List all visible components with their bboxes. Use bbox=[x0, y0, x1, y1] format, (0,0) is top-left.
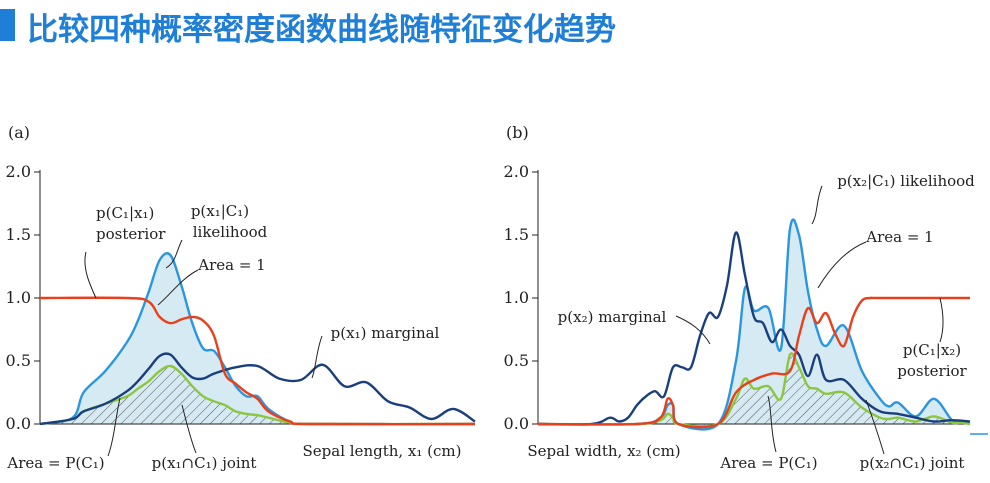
marginal-curve bbox=[39, 352, 476, 426]
y-tick-label: 2.0 bbox=[504, 162, 529, 181]
posterior-curve bbox=[537, 296, 970, 429]
posterior-label-sub: posterior bbox=[96, 225, 166, 243]
y-tick-label: 0.0 bbox=[504, 414, 529, 433]
likelihood-label-sub: likelihood bbox=[193, 223, 268, 241]
y-tick-label: 0.0 bbox=[6, 414, 31, 433]
chart-panel-b: (b) 0.0 0.5 1.0 1.5 2.0 p(x₂|C₁) likelihood Are… bbox=[504, 123, 988, 472]
title-accent-bar bbox=[0, 9, 15, 41]
likelihood-curve bbox=[39, 252, 476, 426]
marginal-label: p(x₂) marginal bbox=[558, 308, 667, 326]
posterior-curve bbox=[39, 296, 476, 426]
y-tick-label: 0.5 bbox=[504, 351, 529, 370]
page-title: 比较四种概率密度函数曲线随特征变化趋势 bbox=[27, 12, 616, 48]
y-tick-label: 1.0 bbox=[504, 288, 529, 307]
y-tick-label: 0.5 bbox=[6, 351, 31, 370]
y-tick-label: 2.0 bbox=[6, 162, 31, 181]
likelihood-area-fill bbox=[538, 219, 970, 430]
likelihood-label: p(x₁|C₁) bbox=[191, 202, 249, 220]
area-one-leader bbox=[817, 241, 867, 289]
joint-leader bbox=[181, 404, 197, 454]
marginal-label: p(x₁) marginal bbox=[331, 324, 440, 342]
area-one-leader bbox=[157, 269, 199, 306]
area-joint-leader bbox=[767, 395, 777, 453]
y-tick-label: 1.0 bbox=[6, 288, 31, 307]
panel-label-b: (b) bbox=[506, 123, 529, 142]
joint-curve bbox=[39, 364, 476, 426]
x-axis-label: Sepal width, x₂ (cm) bbox=[527, 442, 680, 460]
likelihood-leader bbox=[165, 239, 183, 269]
posterior-label-sub: posterior bbox=[897, 362, 967, 380]
area-joint-label: Area = P(C₁) bbox=[719, 454, 817, 472]
area-joint-leader bbox=[107, 397, 121, 457]
marginal-leader bbox=[311, 335, 323, 379]
joint-label: p(x₁∩C₁) joint bbox=[152, 454, 257, 472]
y-tick-label: 1.5 bbox=[504, 225, 529, 244]
marginal-leader bbox=[675, 315, 711, 345]
posterior-leader bbox=[939, 297, 944, 343]
likelihood-label: p(x₂|C₁) likelihood bbox=[837, 172, 975, 190]
joint-label: p(x₂∩C₁) joint bbox=[860, 454, 965, 472]
posterior-label: p(C₁|x₁) bbox=[96, 204, 154, 222]
posterior-leader bbox=[84, 251, 97, 299]
chart-panel-a: (a) 0.0 0.5 1.0 1.5 2.0 p(C₁|x₁) posterior p(x₁|… bbox=[6, 123, 476, 472]
x-axis-label: Sepal length, x₁ (cm) bbox=[303, 442, 462, 460]
y-tick-label: 1.5 bbox=[6, 225, 31, 244]
panel-label-a: (a) bbox=[8, 123, 30, 142]
posterior-label: p(C₁|x₂) bbox=[903, 341, 961, 359]
area-one-label: Area = 1 bbox=[865, 228, 933, 246]
likelihood-leader bbox=[811, 185, 823, 225]
area-joint-label: Area = P(C₁) bbox=[6, 454, 104, 472]
joint-leader bbox=[865, 399, 885, 455]
joint-area-hatch bbox=[40, 365, 475, 425]
area-one-label: Area = 1 bbox=[197, 256, 265, 274]
